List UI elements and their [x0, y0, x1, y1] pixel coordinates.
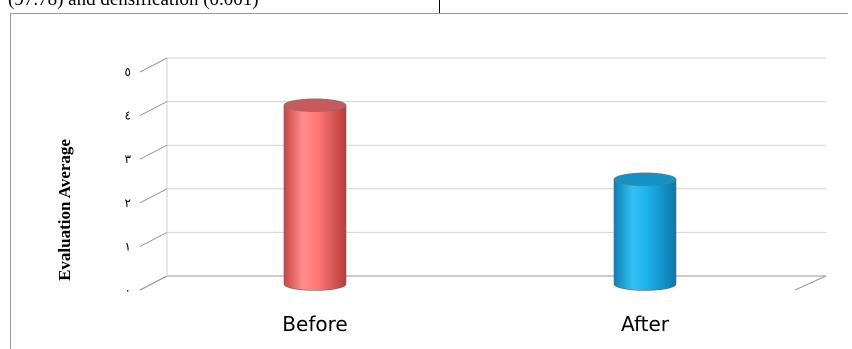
bar-before — [283, 104, 347, 291]
x-category-label: After — [621, 312, 670, 336]
bar-top-before — [283, 98, 347, 113]
x-category-labels: Before After — [282, 312, 669, 336]
y-tick-label: ٣ — [125, 152, 132, 166]
plot-floor — [139, 275, 827, 291]
table-rule — [439, 0, 440, 13]
y-tick-labels: ٠ ١ ٢ ٣ ٤ ٥ — [125, 65, 132, 297]
bar-after — [613, 179, 677, 291]
y-tick-label: ٢ — [125, 196, 131, 210]
y-tick-label: ١ — [125, 239, 131, 253]
y-tick-label: ٠ — [125, 283, 131, 297]
side-gridline — [139, 101, 168, 117]
y-axis-label: Evaluation Average — [55, 139, 74, 281]
x-category-label: Before — [282, 312, 347, 336]
side-gridline — [139, 188, 168, 204]
caption-text-fragment: (97.78) and densification (0.001) — [8, 0, 259, 11]
y-tick-label: ٥ — [125, 65, 131, 79]
chart-frame — [10, 13, 848, 349]
side-gridline — [139, 275, 168, 291]
chart-gridlines — [139, 57, 827, 291]
side-gridline — [139, 57, 168, 73]
y-tick-label: ٤ — [125, 109, 131, 123]
bar-series — [283, 98, 677, 291]
side-gridline — [139, 144, 168, 160]
bar-top-after — [613, 172, 677, 187]
side-gridline — [139, 231, 168, 247]
